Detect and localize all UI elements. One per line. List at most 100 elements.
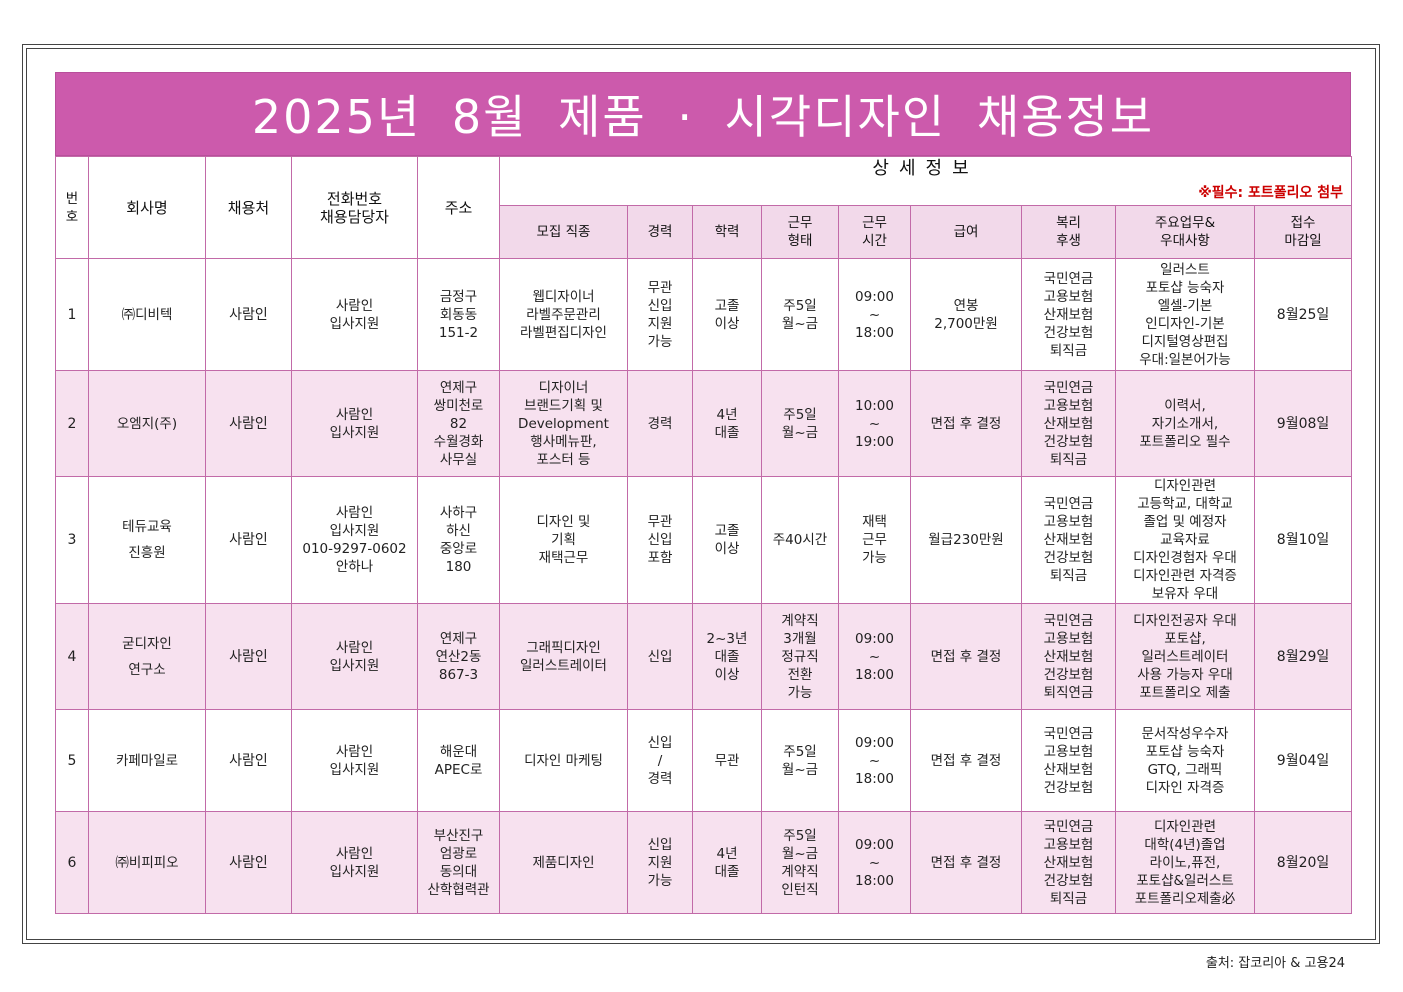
cell-type-text-line: 주5일	[783, 743, 817, 760]
cell-duty-text-line: 디지털영상편집	[1141, 333, 1229, 350]
cell-company-text: 카페마일로	[91, 752, 203, 770]
cell-address-text-line: 하신	[446, 523, 471, 539]
cell-type-text-line: 주5일	[783, 297, 817, 314]
cell-duty-text-line: 대학(4년)졸업	[1144, 836, 1226, 853]
cell-pay-text-line: 면접 후 결정	[930, 415, 1002, 432]
cell-career: 무관 신입 포함	[627, 476, 693, 604]
header-deadline-label: 접수 마감일	[1257, 214, 1349, 250]
cell-hours-text: 09:00 ~18:00	[841, 630, 908, 684]
cell-address: 연제구 쌍미천로 82 수월경화 사무실	[417, 370, 500, 477]
cell-job: 그래픽디자인 일러스트레이터	[499, 603, 628, 710]
cell-career: 경력	[627, 370, 693, 477]
cell-edu-text: 고졸 이상	[695, 522, 759, 558]
cell-channel: 사람인	[205, 258, 292, 371]
cell-company: 오엠지(주)	[88, 370, 206, 477]
cell-address: 부산진구 엄광로 동의대 산학협력관	[417, 811, 500, 914]
cell-contact-text-line: 사람인	[335, 406, 374, 423]
cell-welfare-text: 국민연금 고용보험 산재보험 건강보험 퇴직금	[1024, 495, 1113, 585]
table-row: 4 굳디자인 연구소 사람인 사람인 입사지원 연제구 연산2동 867-3 그래픽디자인 일러스트…	[55, 603, 1353, 710]
cell-edu-text-line: 4년	[716, 406, 738, 423]
cell-no: 1	[55, 258, 89, 371]
cell-company-text: 오엠지(주)	[91, 415, 203, 433]
cell-edu-text-line: 대졸	[714, 648, 740, 665]
header-duty-label-line: 주요업무&	[1154, 215, 1216, 231]
cell-contact-text: 사람인 입사지원	[294, 639, 415, 675]
recruit-sheet: 2025년 8월 제품 · 시각디자인 채용정보 번호 회사명 채용처 전화번호…	[55, 72, 1353, 914]
cell-hours-text-line: ~	[868, 306, 881, 323]
cell-duty-text-line: 라이노,퓨전,	[1149, 854, 1221, 871]
cell-company-text-line: 연구소	[128, 661, 166, 678]
cell-type: 계약직 3개월 정규직 전환 가능	[761, 603, 839, 710]
cell-company: ㈜디비텍	[88, 258, 206, 371]
cell-deadline: 8월29일	[1253, 603, 1353, 710]
cell-type: 주40시간	[761, 476, 839, 604]
cell-edu: 4년 대졸	[692, 811, 762, 914]
cell-address: 해운대 APEC로	[417, 709, 500, 812]
cell-career-text-line: /	[657, 752, 663, 769]
cell-edu: 4년 대졸	[692, 370, 762, 477]
cell-career: 신입 / 경력	[627, 709, 693, 812]
cell-career-text-line: 가능	[647, 333, 673, 350]
cell-welfare: 국민연금 고용보험 산재보험 건강보험	[1021, 709, 1116, 812]
cell-welfare-text: 국민연금 고용보험 산재보험 건강보험 퇴직금	[1024, 818, 1113, 908]
table-row: 6 ㈜비피피오 사람인 사람인 입사지원 부산진구 엄광로 동의대 산학협력관 제품디자인 신입 지원…	[55, 811, 1353, 914]
cell-type-text: 주40시간	[764, 531, 836, 549]
header-career: 경력	[627, 205, 693, 259]
cell-contact-text-line: 사람인	[335, 743, 374, 760]
cell-career-text-line: 경력	[647, 415, 673, 432]
table-row: 3 테듀교육 진흥원 사람인 사람인 입사지원 010-9297-0602 안하나 사하구 하신 중…	[55, 476, 1353, 604]
cell-welfare-text-line: 국민연금	[1043, 725, 1094, 742]
cell-address-text-line: 산학협력관	[427, 881, 490, 898]
cell-type: 주5일 월~금	[761, 709, 839, 812]
cell-duty-text-line: 디자인 자격증	[1145, 779, 1225, 796]
header-type-label-line: 근무	[787, 215, 813, 231]
cell-duty-text-line: 우대:일본어가능	[1139, 351, 1231, 368]
cell-deadline: 9월04일	[1253, 709, 1353, 812]
cell-edu-text-line: 고졸	[714, 297, 740, 314]
cell-duty-text-line: 일러스트	[1160, 261, 1210, 278]
cell-duty-text-line: 포토샵 능숙자	[1145, 743, 1225, 760]
cell-contact-text-line: 입사지원	[329, 523, 380, 539]
cell-contact-text: 사람인 입사지원 010-9297-0602 안하나	[294, 504, 415, 576]
cell-pay: 면접 후 결정	[910, 603, 1022, 710]
cell-channel: 사람인	[205, 709, 292, 812]
cell-pay: 면접 후 결정	[910, 709, 1022, 812]
cell-type-text-line: 월~금	[781, 845, 819, 862]
cell-no: 5	[55, 709, 89, 812]
header-contact-line2: 채용담당자	[319, 207, 389, 226]
cell-duty-text-line: 이력서,	[1164, 397, 1206, 414]
cell-address-text-line: 151-2	[438, 324, 479, 341]
cell-job: 디자인 및 기획 재택근무	[499, 476, 628, 604]
cell-career-text: 무관 신입 포함	[630, 513, 690, 567]
cell-edu-text-line: 2~3년	[706, 630, 748, 647]
cell-contact-text: 사람인 입사지원	[294, 743, 415, 779]
header-detail: 상세정보 ※필수: 포트폴리오 첨부	[498, 156, 1353, 206]
cell-hours-text-line: ~	[868, 415, 881, 432]
cell-company-text-line: 카페마일로	[115, 752, 179, 769]
cell-contact-text: 사람인 입사지원	[294, 406, 415, 442]
cell-address-text: 금정구 회동동 151-2	[420, 288, 497, 342]
header-deadline-label-line: 마감일	[1284, 233, 1322, 249]
cell-welfare-text-line: 건강보험	[1043, 872, 1094, 889]
cell-job-text-line: 그래픽디자인	[526, 639, 601, 656]
cell-address: 사하구 하신 중앙로 180	[417, 476, 500, 604]
header-pay-label: 급여	[913, 223, 1019, 241]
cell-contact: 사람인 입사지원	[291, 811, 418, 914]
cell-hours-text: 09:00 ~18:00	[841, 288, 908, 342]
header-welfare-label: 복리 후생	[1024, 214, 1113, 250]
cell-channel: 사람인	[205, 370, 292, 477]
cell-company: ㈜비피피오	[88, 811, 206, 914]
cell-welfare-text-line: 국민연금	[1043, 818, 1094, 835]
cell-career-text-line: 포함	[647, 550, 673, 566]
cell-welfare-text-line: 산재보험	[1043, 648, 1094, 665]
header-pay-label-line: 급여	[953, 224, 979, 240]
cell-hours-text-line: ~	[868, 752, 881, 769]
cell-hours-text-line: 18:00	[855, 666, 894, 683]
header-deadline: 접수 마감일	[1253, 205, 1353, 259]
cell-edu-text-line: 이상	[714, 315, 740, 332]
cell-contact-text-line: 안하나	[335, 559, 374, 575]
cell-hours-text-line: 09:00	[855, 630, 894, 647]
cell-address-text: 연제구 연산2동 867-3	[420, 630, 497, 684]
cell-edu-text: 2~3년 대졸 이상	[695, 630, 759, 684]
cell-career-text: 경력	[630, 415, 690, 433]
